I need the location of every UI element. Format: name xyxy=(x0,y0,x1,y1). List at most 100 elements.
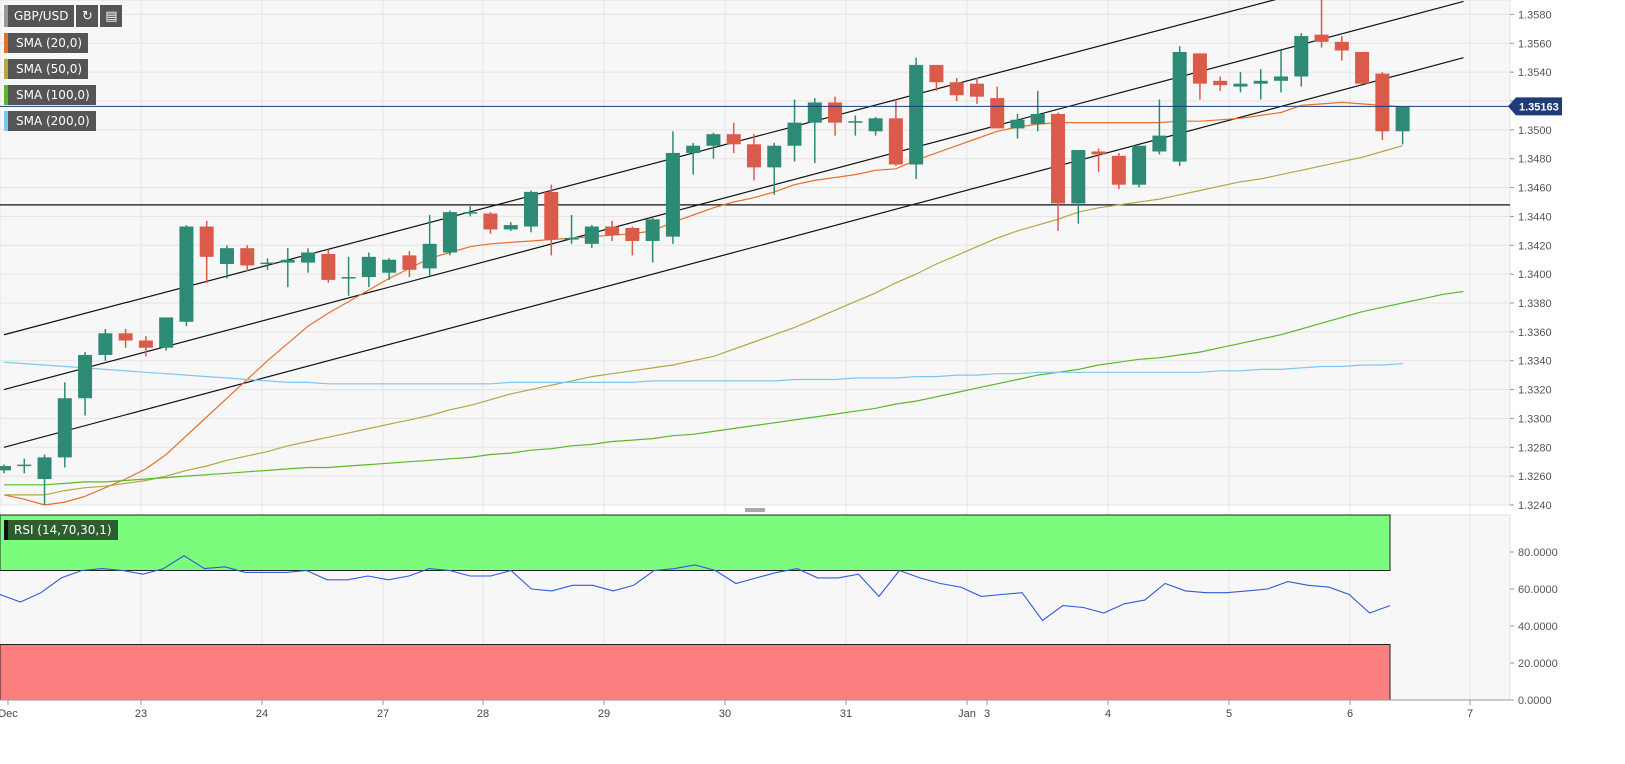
candle-body xyxy=(37,457,52,480)
rsi-tick-label: 20.0000 xyxy=(1518,658,1558,670)
candle xyxy=(726,122,741,153)
candle-body xyxy=(1132,145,1147,185)
sma-50-tag[interactable]: SMA (50,0) xyxy=(4,59,89,79)
refresh-icon[interactable]: ↻ xyxy=(76,5,99,27)
candle-body xyxy=(321,253,336,280)
candle xyxy=(524,190,539,233)
candle-body xyxy=(1213,80,1228,86)
sma-20-tag[interactable]: SMA (20,0) xyxy=(4,33,89,53)
bar-chart-icon[interactable]: ▤ xyxy=(100,5,123,27)
price-tick-label: 1.3380 xyxy=(1518,298,1552,310)
candle xyxy=(219,245,234,279)
time-tick-label: Dec xyxy=(0,708,18,720)
candle xyxy=(605,220,620,241)
candle xyxy=(57,382,72,468)
candle-body xyxy=(828,102,843,123)
candle xyxy=(1071,150,1086,224)
candle xyxy=(442,210,457,256)
candle-body xyxy=(0,466,11,471)
price-tick-label: 1.3480 xyxy=(1518,154,1552,166)
price-axis: 1.35801.35601.35401.35201.35001.34801.34… xyxy=(0,9,1562,512)
candle-body xyxy=(78,354,93,399)
candle xyxy=(1314,0,1329,48)
candle xyxy=(78,352,93,416)
candle xyxy=(868,116,883,136)
candle-body xyxy=(1192,53,1207,84)
candle-body xyxy=(463,212,478,214)
candle-body xyxy=(1152,135,1167,152)
candles xyxy=(0,0,1410,505)
candle xyxy=(625,226,640,256)
moving-averages xyxy=(3,101,1464,506)
sma-line-2 xyxy=(4,145,1403,496)
rsi-tag[interactable]: RSI (14,70,30,1) xyxy=(4,520,118,540)
sma-line-3 xyxy=(4,290,1464,486)
time-tick-label: 28 xyxy=(477,708,489,720)
candle-body xyxy=(17,464,32,467)
candle-body xyxy=(1395,106,1410,132)
candle xyxy=(503,222,518,231)
candle xyxy=(929,64,944,91)
trend-channel xyxy=(0,0,1510,448)
candle xyxy=(402,251,417,278)
symbol-label[interactable]: GBP/USD xyxy=(4,5,75,27)
candle-body xyxy=(219,248,234,265)
rsi-tick-label: 40.0000 xyxy=(1518,621,1558,633)
price-tick-label: 1.3360 xyxy=(1518,327,1552,339)
price-tick-label: 1.3340 xyxy=(1518,356,1552,368)
candle xyxy=(199,220,214,283)
candle xyxy=(17,458,32,474)
candle xyxy=(422,214,437,276)
candle xyxy=(787,99,802,162)
candle-body xyxy=(949,82,964,96)
rsi-line xyxy=(0,555,1391,622)
time-tick-label: Jan xyxy=(958,708,976,720)
candle-body xyxy=(118,333,133,341)
candle-body xyxy=(402,255,417,270)
candle xyxy=(1334,36,1349,61)
price-tick-label: 1.3300 xyxy=(1518,413,1552,425)
candle xyxy=(1091,148,1106,172)
candle-body xyxy=(1051,113,1066,204)
time-tick-label: 30 xyxy=(719,708,731,720)
price-tick-label: 1.3280 xyxy=(1518,442,1552,454)
sma-200-tag[interactable]: SMA (200,0) xyxy=(4,111,96,131)
candle-body xyxy=(98,333,113,355)
candle-body xyxy=(605,226,620,236)
candle xyxy=(645,217,660,263)
candle xyxy=(382,258,397,280)
candle-body xyxy=(706,134,721,146)
candle xyxy=(361,252,376,288)
current-price-label: 1.35163 xyxy=(1519,101,1559,113)
candle-body xyxy=(868,118,883,132)
price-tick-label: 1.3400 xyxy=(1518,269,1552,281)
candle xyxy=(1395,106,1410,145)
candle-body xyxy=(564,238,579,240)
candle xyxy=(909,57,924,179)
candle xyxy=(1030,90,1045,132)
candle-body xyxy=(422,243,437,269)
candle xyxy=(1132,145,1147,188)
candle xyxy=(1294,33,1309,87)
candle xyxy=(1233,72,1248,93)
candle xyxy=(1152,99,1167,155)
time-tick-label: 4 xyxy=(1105,708,1111,720)
candle xyxy=(949,77,964,101)
candle xyxy=(463,206,478,217)
candle-body xyxy=(1091,151,1106,155)
candle xyxy=(159,317,174,351)
time-tick-label: 29 xyxy=(598,708,610,720)
candle-body xyxy=(990,98,1005,129)
candle xyxy=(686,142,701,175)
sma-100-tag[interactable]: SMA (100,0) xyxy=(4,85,96,105)
candle-body xyxy=(1355,51,1370,84)
candle-body xyxy=(787,122,802,146)
candle xyxy=(1355,51,1370,84)
time-tick-label: 24 xyxy=(256,708,268,720)
candle-body xyxy=(1253,80,1268,84)
candle-body xyxy=(969,83,984,97)
toolbar: GBP/USD ↻ ▤ xyxy=(4,4,123,28)
time-tick-label: 31 xyxy=(840,708,852,720)
time-tick-label: 23 xyxy=(135,708,147,720)
sma-line-1 xyxy=(3,101,1403,506)
